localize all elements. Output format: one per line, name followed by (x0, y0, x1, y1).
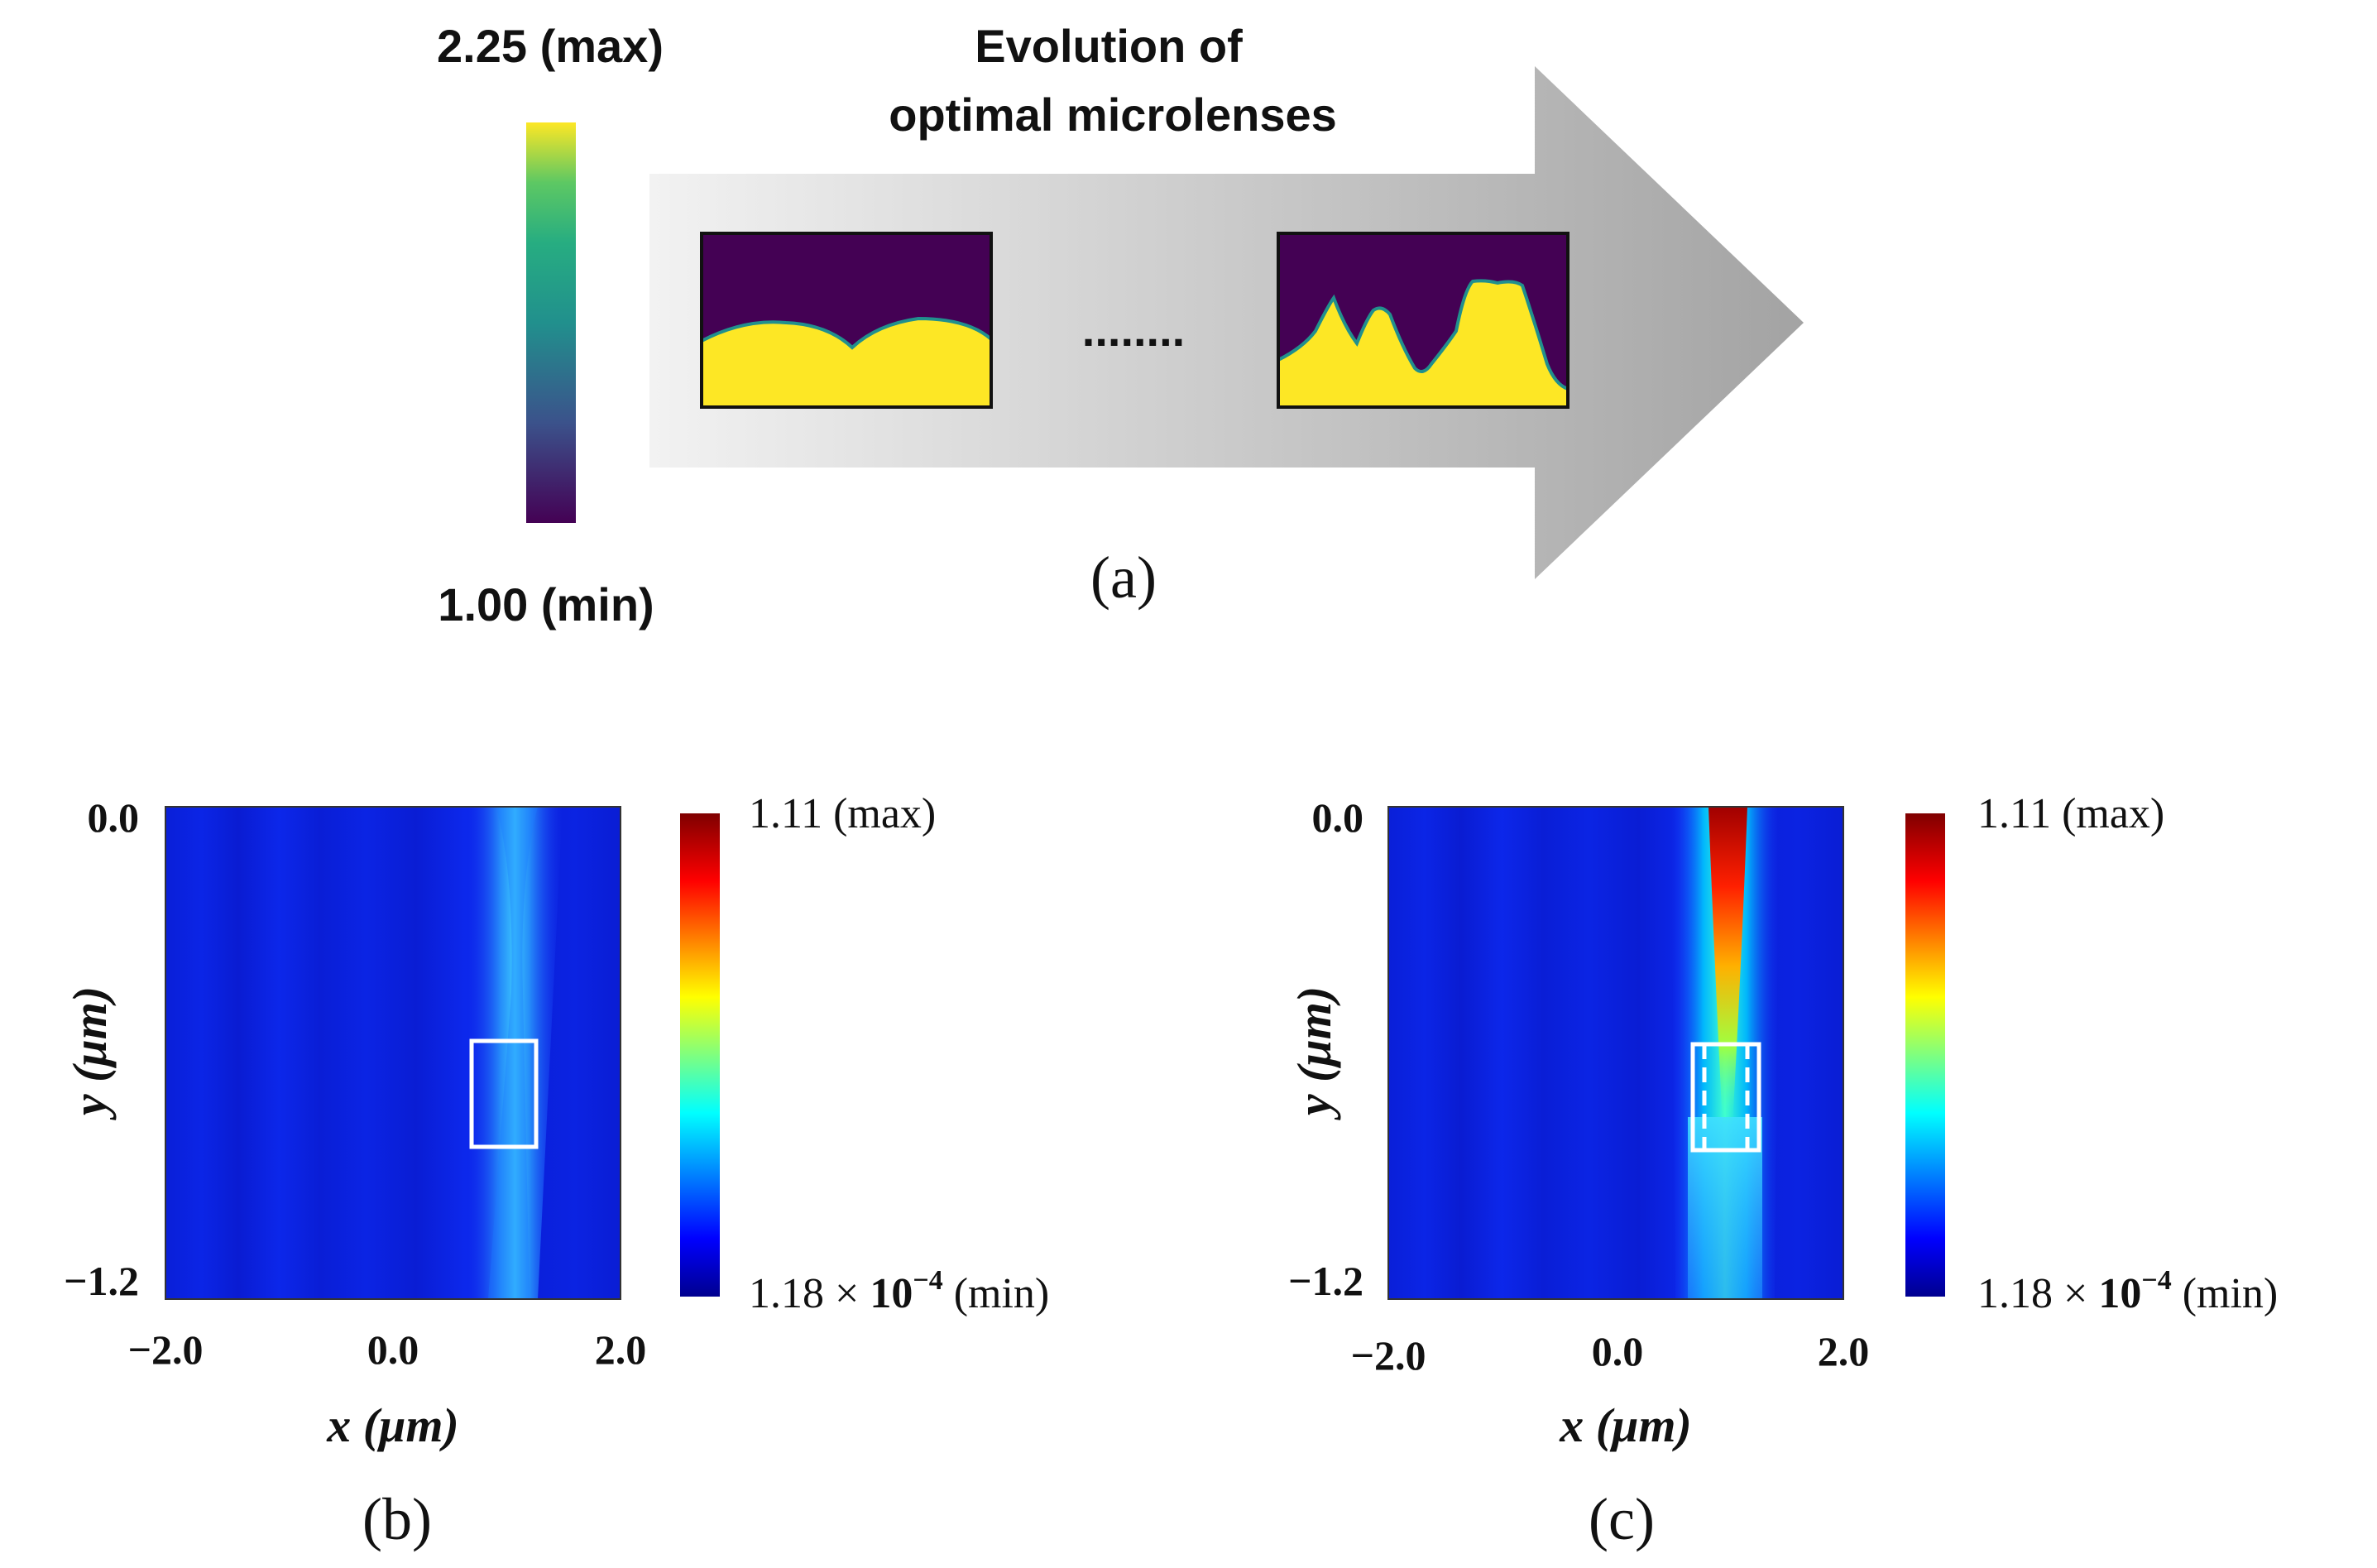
evolution-arrow (649, 66, 1804, 579)
caption-c: (c) (1589, 1486, 1655, 1552)
colorbar-a-max-label: 2.25 (max) (437, 20, 664, 72)
x-tick-c-2: 2.0 (1818, 1328, 1870, 1374)
heatmap-b (165, 806, 621, 1300)
colorbar-c-min-label: 1.18 × 10−4 (min) (1977, 1265, 2278, 1317)
x-tick-b-2: 2.0 (595, 1326, 647, 1373)
colorbar-b-min-label: 1.18 × 10−4 (min) (749, 1265, 1049, 1317)
heatmap-c (1387, 806, 1844, 1300)
colorbar-b-max-label: 1.11 (max) (749, 790, 936, 837)
arrow-title-line1: Evolution of (975, 20, 1243, 72)
focus-box-c (1690, 1042, 1761, 1153)
x-tick-c-0: −2.0 (1351, 1332, 1426, 1379)
panel-b: 0.0 −1.2 −2.0 0.0 2.0 x (μm) y (μm) 1.11… (63, 790, 1049, 1552)
colorbar-c-jet (1905, 813, 1945, 1297)
colorbar-a-viridis (526, 122, 576, 523)
caption-b: (b) (362, 1486, 432, 1552)
ylabel-c: y (μm) (1287, 986, 1341, 1120)
focus-box-b (469, 1038, 539, 1149)
evolution-ellipsis: ........ (1082, 304, 1185, 356)
x-tick-b-1: 0.0 (367, 1326, 419, 1373)
ylabel-b: y (μm) (63, 986, 117, 1120)
beam-c-core (1708, 807, 1747, 1125)
microlens-initial (700, 232, 993, 409)
xlabel-b: x (μm) (326, 1398, 459, 1452)
panel-c: 0.0 −1.2 −2.0 0.0 2.0 x (μm) y (μm) 1.11… (1287, 790, 2278, 1552)
colorbar-c-max-label: 1.11 (max) (1977, 790, 2164, 837)
xlabel-c: x (μm) (1559, 1398, 1692, 1452)
y-tick-c-1: −1.2 (1288, 1258, 1363, 1304)
y-tick-b-0: 0.0 (88, 794, 140, 841)
y-tick-c-0: 0.0 (1312, 794, 1364, 841)
panel-a: 2.25 (max) 1.00 (min) Evolution of optim… (437, 20, 1804, 631)
x-tick-b-0: −2.0 (128, 1326, 204, 1373)
colorbar-a-min-label: 1.00 (min) (438, 578, 654, 631)
beam-b (467, 807, 563, 1299)
colorbar-b-jet (680, 813, 720, 1297)
microlens-optimized (1277, 232, 1569, 409)
x-tick-c-1: 0.0 (1592, 1328, 1644, 1374)
caption-a: (a) (1090, 544, 1157, 611)
y-tick-b-1: −1.2 (64, 1258, 139, 1304)
arrow-title-line2: optimal microlenses (889, 89, 1337, 141)
